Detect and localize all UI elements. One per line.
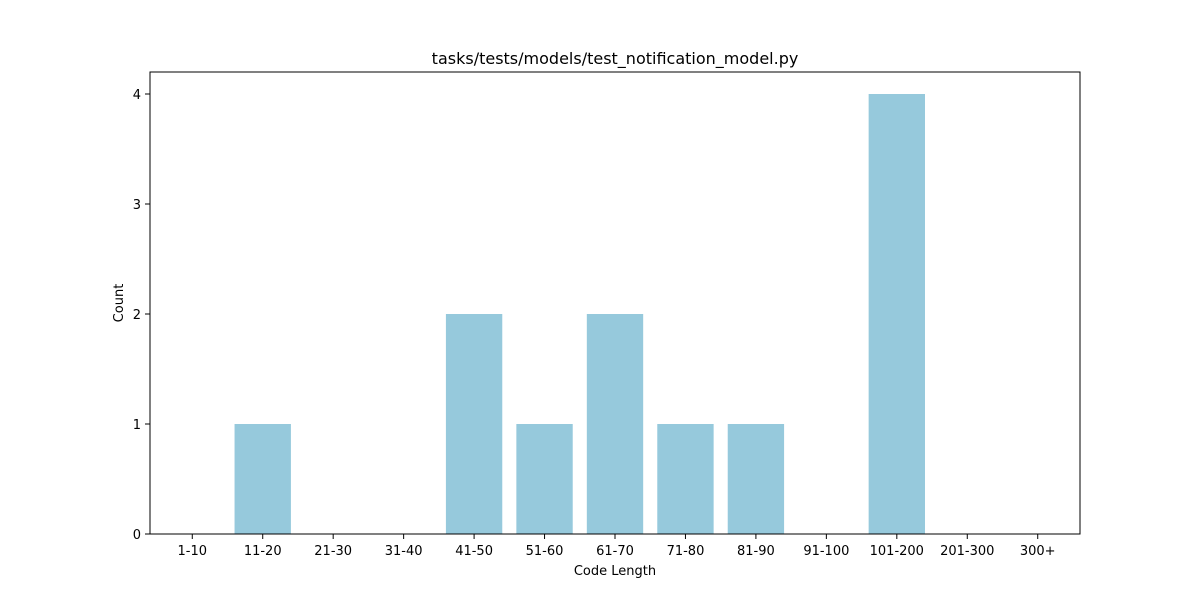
x-tick-label: 31-40: [385, 544, 423, 559]
y-tick-label: 4: [133, 88, 141, 103]
x-axis-label: Code Length: [574, 564, 656, 579]
x-tick-label: 1-10: [178, 544, 208, 559]
y-axis-ticks: 0 1 2 3 4: [133, 88, 150, 543]
x-tick-label: 101-200: [870, 544, 924, 559]
x-tick-label: 300+: [1020, 544, 1056, 559]
bar-41-50: [445, 314, 503, 534]
y-tick-label: 0: [133, 528, 141, 543]
plot-frame: [149, 71, 1081, 535]
chart-title: tasks/tests/models/test_notification_mod…: [432, 49, 799, 69]
x-tick-label: 71-80: [667, 544, 705, 559]
x-tick-label: 41-50: [455, 544, 493, 559]
bar-11-20: [234, 424, 291, 534]
x-tick-label: 81-90: [737, 544, 775, 559]
y-tick-label: 1: [133, 418, 141, 433]
bar-71-80: [657, 424, 714, 534]
bar-61-70: [586, 314, 644, 534]
y-axis-label: Count: [112, 284, 127, 323]
x-tick-label: 201-300: [940, 544, 994, 559]
x-tick-label: 11-20: [244, 544, 282, 559]
x-tick-label: 21-30: [314, 544, 352, 559]
bar-81-90: [727, 424, 785, 534]
x-tick-label: 51-60: [526, 544, 564, 559]
x-tick-label: 61-70: [596, 544, 634, 559]
bars-group: [234, 94, 925, 534]
y-tick-label: 3: [133, 198, 141, 213]
x-axis-ticks: 1-10 11-20 21-30 31-40 41-50 51-60 61-70 71-80 8…: [178, 534, 1056, 559]
x-tick-label: 91-100: [803, 544, 849, 559]
y-tick-label: 2: [133, 308, 141, 323]
bar-51-60: [516, 424, 573, 534]
bar-101-200: [868, 94, 925, 534]
